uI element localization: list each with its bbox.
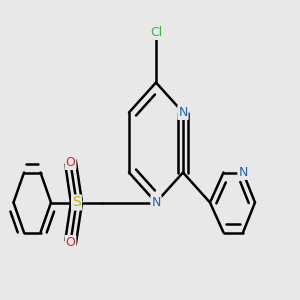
Text: N: N <box>238 166 248 179</box>
Text: Cl: Cl <box>150 26 162 39</box>
Text: N: N <box>178 106 188 119</box>
Text: S: S <box>72 196 81 209</box>
Text: O: O <box>66 156 75 169</box>
Text: N: N <box>151 196 161 209</box>
Text: O: O <box>66 236 75 249</box>
